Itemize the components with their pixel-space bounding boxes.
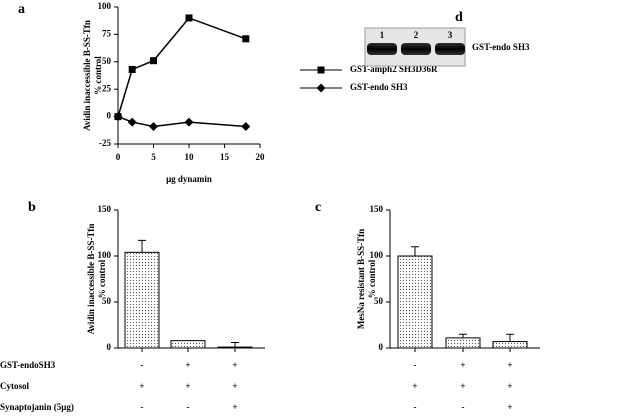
y-axis-label: Avidin inaccessible B-SS-Tfn [82,20,92,131]
condition-sign: + [460,360,465,370]
error-bar [459,333,467,338]
lane-label: 3 [448,30,453,40]
y-axis-label: MesNa resistant B-SS-Tfn [356,229,366,329]
y-tick-label: 25 [102,83,112,93]
bar [217,346,253,349]
condition-sign: - [462,402,465,412]
condition-sign: + [232,402,237,412]
band [367,43,397,55]
y-axis-label: % control [367,259,377,298]
condition-sign: + [232,360,237,370]
x-axis-label: μg dynamin [166,174,212,184]
lane-label: 1 [380,30,385,40]
condition-sign: + [185,360,190,370]
condition-sign: + [460,381,465,391]
y-axis-label: Avidin inaccessible B-SS-Tfn [86,224,96,335]
panel-label: c [315,200,321,215]
y-tick-label: 100 [98,1,112,11]
line [117,115,246,128]
error-bar [231,341,239,348]
x-tick-label: 10 [185,152,195,162]
y-tick-label: 100 [98,250,112,260]
x-tick-label: 20 [256,152,266,162]
y-tick-label: -25 [99,138,111,148]
condition-label: GST-endoSH3 [0,360,56,370]
legend-marker [317,66,325,74]
panel-label: a [18,2,25,17]
x-tick-label: 15 [220,152,230,162]
y-tick-label: 0 [107,342,112,352]
bar [445,337,481,349]
marker [127,117,137,127]
condition-sign: - [187,402,190,412]
error-bar [411,246,419,256]
lane-label: 2 [414,30,419,40]
condition-sign: + [412,381,417,391]
bar [492,341,528,349]
marker [184,117,194,127]
x-tick-label: 5 [151,152,156,162]
condition-sign: - [141,360,144,370]
condition-sign: + [507,360,512,370]
error-bar [138,239,146,253]
legend-label: GST-amph2 SH3D36R [350,64,438,74]
band [401,43,431,55]
marker [149,121,158,131]
legend-label: GST-endo SH3 [350,82,408,92]
condition-sign: + [232,381,237,391]
y-tick-label: 50 [102,56,112,66]
y-tick-label: 75 [102,28,112,38]
condition-sign: + [185,381,190,391]
y-tick-label: 50 [374,296,384,306]
line [117,17,247,117]
panel-label: b [28,200,36,215]
condition-sign: - [414,360,417,370]
y-tick-label: 150 [370,204,384,214]
marker [185,14,193,22]
marker [242,35,250,43]
condition-sign: - [414,402,417,412]
condition-label: Synaptojanin (5μg) [0,402,74,412]
condition-sign: + [507,381,512,391]
legend-marker [316,83,326,93]
bar [124,251,160,349]
error-bar [506,333,514,342]
panel-label: d [455,10,463,25]
y-tick-label: 50 [102,296,112,306]
x-tick-label: 0 [116,152,121,162]
marker [128,65,136,73]
bar [397,255,433,349]
condition-sign: + [507,402,512,412]
condition-sign: - [141,402,144,412]
condition-label: Cytosol [0,381,29,391]
y-axis-label: % control [93,56,103,95]
y-tick-label: 0 [107,111,112,121]
marker [241,121,251,131]
y-tick-label: 100 [370,250,384,260]
bar [170,340,206,349]
y-tick-label: 0 [379,342,384,352]
condition-sign: + [139,381,144,391]
band-label: GST-endo SH3 [472,42,530,52]
band [435,43,465,55]
y-axis-label: % control [97,259,107,298]
y-tick-label: 150 [98,204,112,214]
marker [113,112,123,122]
marker [150,57,157,65]
